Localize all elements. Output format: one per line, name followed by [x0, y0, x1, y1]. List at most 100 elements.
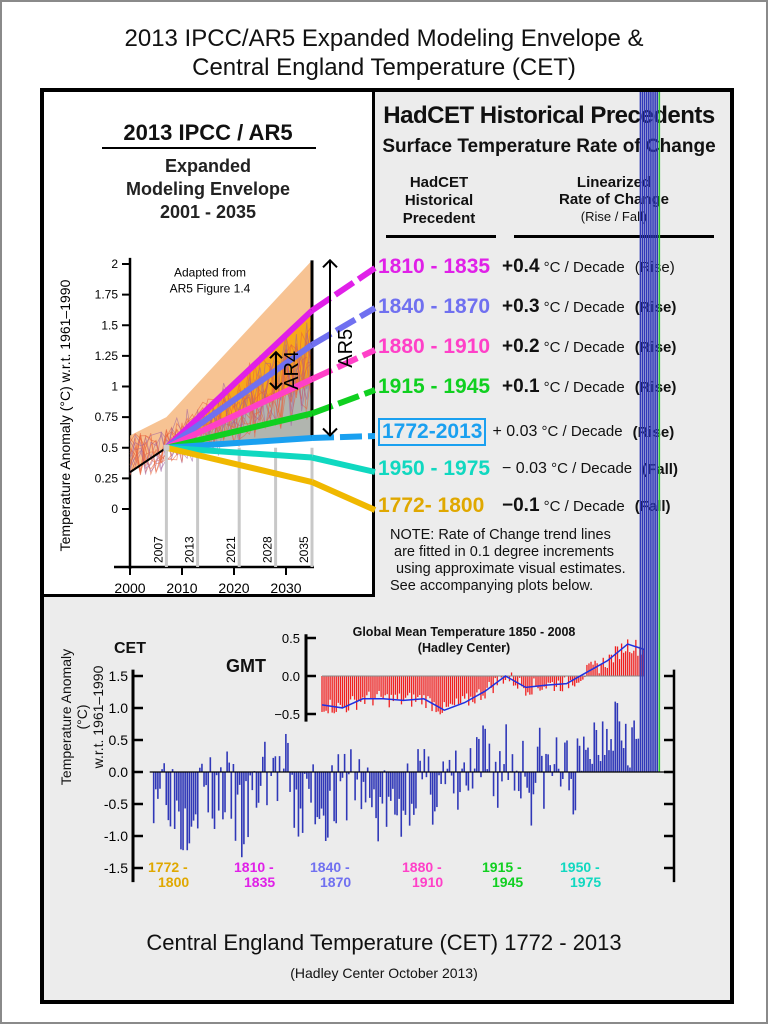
precedent-period: 1772- 1800 — [378, 494, 485, 517]
precedent-period: 1880 - 1910 — [378, 335, 491, 358]
cet-y-axis-title: Temperature Anomaly (°C) w.r.t. 1961–199… — [58, 642, 106, 792]
rate-value: +0.4 — [502, 256, 540, 277]
rate-direction: (Rise) — [634, 298, 677, 316]
precedent-row: 1915 - 1945 +0.1 °C / Decade (Rise) — [378, 372, 676, 402]
gmt-y-tick-label: 0.5 — [282, 631, 300, 646]
rate-unit: °C / Decade — [539, 379, 625, 396]
rate-value: − 0.03 — [502, 460, 547, 477]
cet-y-tick-label: 1.0 — [109, 700, 129, 716]
page-title: 2013 IPCC/AR5 Expanded Modeling Envelope… — [0, 24, 768, 82]
rate-direction: (Fall) — [642, 460, 678, 478]
precedent-period: 1772-2013 — [378, 418, 487, 446]
note-line: using approximate visual estimates. — [396, 561, 626, 577]
precedents-title: HadCET Historical Precedents — [383, 102, 715, 129]
precedent-period: 1840 - 1870 — [378, 295, 491, 318]
cet-period-label: 1772 -1800 — [148, 860, 189, 890]
gmt-title-line: Global Mean Temperature 1850 - 2008 — [352, 625, 576, 639]
page-title-line1: 2013 IPCC/AR5 Expanded Modeling Envelope… — [124, 25, 644, 52]
ipcc-subtitle-line: Expanded — [164, 156, 252, 176]
column-header-rate: Linearized Rate of Change (Rise / Fall) — [514, 174, 714, 225]
header-line: (Rise / Fall) — [580, 209, 648, 224]
note-line: NOTE: Rate of Change trend lines — [390, 527, 611, 543]
column-rule — [514, 235, 714, 238]
precedent-rate: −0.1 °C / Decade — [502, 495, 625, 517]
precedent-rate: +0.3 °C / Decade — [502, 296, 625, 318]
precedent-rate: + 0.03 °C / Decade — [492, 423, 622, 441]
cet-period-label: 1880 -1910 — [402, 860, 443, 890]
ipcc-ar5-panel: 2013 IPCC / AR5 Expanded Modeling Envelo… — [44, 92, 375, 597]
cet-period-label: 1915 -1945 — [482, 860, 523, 890]
gmt-y-tick-label: 0.0 — [282, 669, 300, 684]
rate-direction: (Rise) — [634, 258, 675, 276]
rate-direction: (Rise) — [634, 378, 677, 396]
rate-value: +0.2 — [502, 336, 540, 357]
ipcc-subtitle: Expanded Modeling Envelope 2001 - 2035 — [44, 155, 372, 224]
precedent-row: 1810 - 1835 +0.4 °C / Decade (Rise) — [378, 252, 675, 282]
period-label-line: 1880 - — [402, 859, 442, 875]
period-label-line: 1945 — [492, 874, 524, 890]
ipcc-title-underline — [102, 147, 316, 149]
precedent-period: 1915 - 1945 — [378, 375, 491, 398]
cet-y-tick-label: -1.0 — [104, 828, 128, 844]
main-panel: 2013 IPCC / AR5 Expanded Modeling Envelo… — [40, 88, 734, 1004]
gmt-chart-title: Global Mean Temperature 1850 - 2008 (Had… — [334, 624, 594, 656]
rate-value: +0.1 — [502, 376, 540, 397]
gmt-label: GMT — [226, 656, 266, 676]
rate-unit: °C / Decade — [537, 423, 623, 440]
rate-unit: °C / Decade — [539, 299, 625, 316]
rate-unit: °C / Decade — [546, 460, 633, 477]
header-line: Precedent — [402, 210, 476, 227]
cet-period-label: 1950 -1975 — [560, 860, 601, 890]
gmt-y-tick-label: −0.5 — [274, 707, 300, 722]
period-label-line: 1915 - — [482, 859, 522, 875]
cet-y-tick-label: 1.5 — [109, 668, 129, 684]
precedent-period: 1810 - 1835 — [378, 255, 491, 278]
ipcc-subtitle-line: Modeling Envelope — [125, 179, 290, 199]
cet-label: CET — [114, 640, 146, 657]
rate-unit: °C / Decade — [539, 259, 625, 276]
rate-unit: °C / Decade — [539, 498, 625, 515]
cet-y-tick-label: 0.0 — [109, 764, 129, 780]
period-label-line: 1840 - — [310, 859, 350, 875]
precedent-period: 1950 - 1975 — [378, 457, 491, 480]
precedent-row: 1880 - 1910 +0.2 °C / Decade (Rise) — [378, 332, 676, 362]
precedent-rate: − 0.03 °C / Decade — [502, 460, 632, 478]
precedent-rate: +0.2 °C / Decade — [502, 336, 625, 358]
cet-y-tick-label: -1.5 — [104, 860, 128, 876]
header-line: HadCET — [409, 174, 469, 191]
gmt-title-line: (Hadley Center) — [417, 641, 511, 655]
note-line: are fitted in 0.1 degree increments — [394, 544, 615, 560]
cet-source: (Hadley Center October 2013) — [290, 965, 478, 981]
precedent-rate: +0.1 °C / Decade — [502, 376, 625, 398]
ipcc-subtitle-line: 2001 - 2035 — [159, 202, 257, 222]
precedents-subtitle: Surface Temperature Rate of Change — [382, 136, 716, 157]
cet-period-label: 1840 -1870 — [310, 860, 351, 890]
period-label-line: 1870 — [320, 874, 352, 890]
precedent-rate: +0.4 °C / Decade — [502, 256, 625, 278]
page-title-line2: Central England Temperature (CET) — [192, 54, 576, 81]
note-line: See accompanying plots below. — [390, 578, 594, 594]
note-text: NOTE: Rate of Change trend lines are fit… — [390, 527, 730, 595]
rate-value: +0.3 — [502, 296, 540, 317]
rate-direction: (Rise) — [632, 423, 675, 441]
period-label-line: 1772 - — [148, 859, 188, 875]
header-line: Historical — [404, 192, 474, 209]
rate-value: −0.1 — [502, 495, 540, 516]
cet-y-tick-label: -0.5 — [104, 796, 128, 812]
period-label-line: 1950 - — [560, 859, 600, 875]
cet-period-label: 1810 -1835 — [234, 860, 275, 890]
cet-y-tick-label: 0.5 — [109, 732, 129, 748]
period-label-line: 1810 - — [234, 859, 274, 875]
period-label-line: 1975 — [570, 874, 602, 890]
axis-title-line: w.r.t. 1961–1990 — [90, 665, 106, 769]
rate-direction: (Rise) — [634, 338, 677, 356]
period-label-line: 1835 — [244, 874, 276, 890]
period-label-line: 1910 — [412, 874, 444, 890]
rate-direction: (Fall) — [634, 497, 671, 515]
rate-unit: °C / Decade — [539, 339, 625, 356]
column-rule — [386, 235, 496, 238]
column-header-precedent: HadCET Historical Precedent — [374, 174, 504, 228]
header-line: Linearized — [576, 174, 652, 191]
precedent-row: 1772-2013 + 0.03 °C / Decade (Rise) — [378, 417, 674, 447]
